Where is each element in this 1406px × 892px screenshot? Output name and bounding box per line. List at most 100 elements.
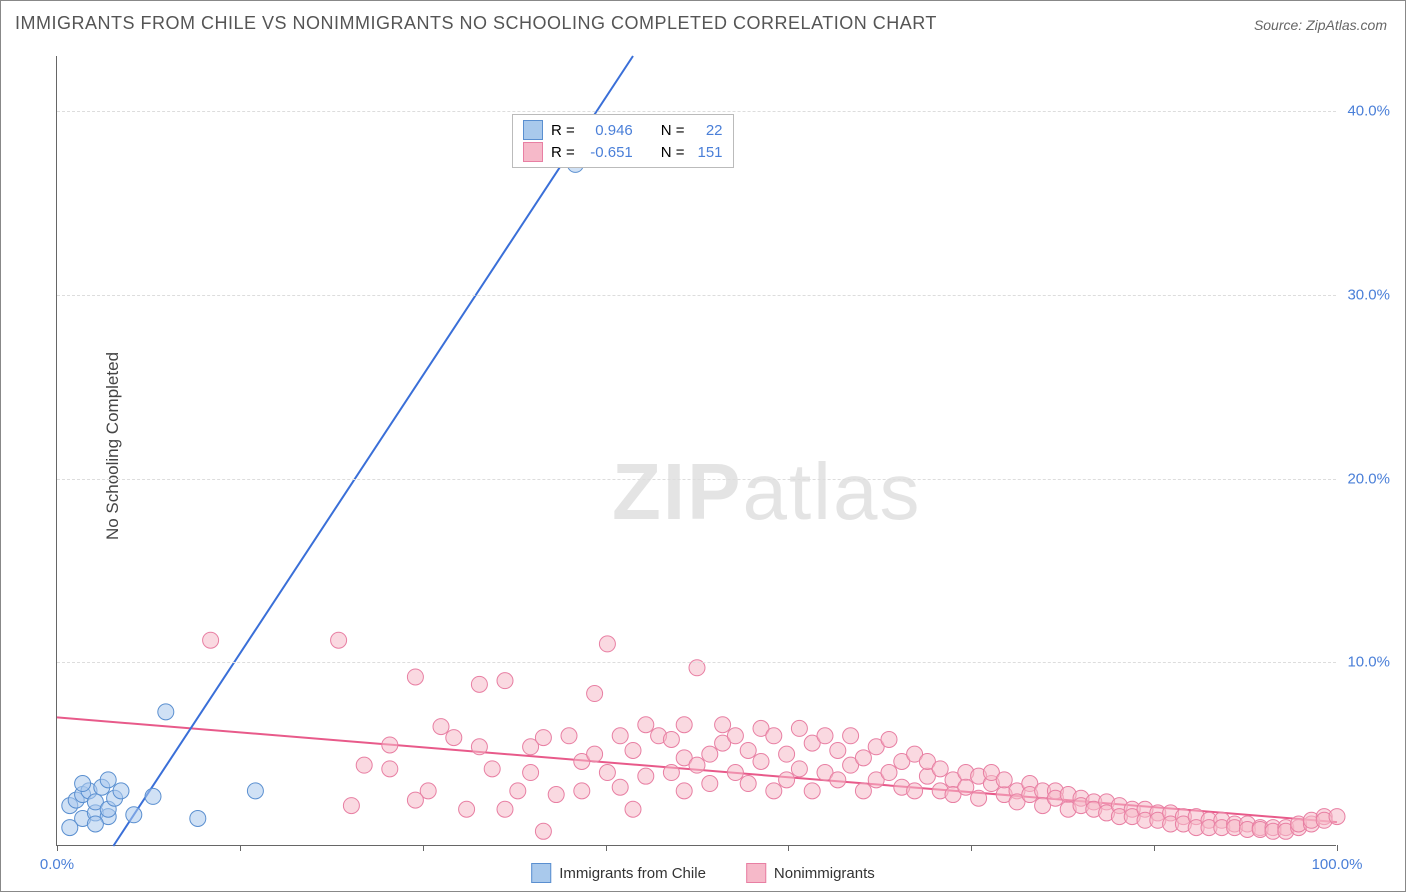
gridline — [57, 479, 1336, 480]
pink-point — [702, 776, 718, 792]
blue-point — [87, 816, 103, 832]
n-value: 151 — [693, 144, 723, 161]
pink-point — [471, 739, 487, 755]
blue-point — [247, 783, 263, 799]
xtick — [1337, 845, 1338, 851]
pink-point — [587, 686, 603, 702]
pink-point — [638, 717, 654, 733]
pink-point — [535, 823, 551, 839]
pink-point — [971, 790, 987, 806]
pink-point — [779, 746, 795, 762]
correlation-legend-row-blue: R = 0.946 N = 22 — [523, 119, 723, 141]
blue-point — [100, 772, 116, 788]
pink-point — [382, 761, 398, 777]
pink-point — [599, 765, 615, 781]
pink-point — [676, 717, 692, 733]
pink-point — [830, 742, 846, 758]
xtick-label: 0.0% — [40, 856, 74, 873]
pink-point — [779, 772, 795, 788]
pink-point — [727, 765, 743, 781]
blue-point — [75, 776, 91, 792]
plot-area: ZIPatlas R = 0.946 N = 22 R = -0.651 N =… — [56, 56, 1336, 846]
pink-point — [587, 746, 603, 762]
r-label: R = — [551, 122, 575, 139]
blue-point — [145, 788, 161, 804]
blue-point — [62, 820, 78, 836]
xtick — [57, 845, 58, 851]
xtick — [240, 845, 241, 851]
pink-point — [791, 720, 807, 736]
pink-point — [523, 765, 539, 781]
legend-label: Immigrants from Chile — [559, 865, 706, 882]
correlation-legend: R = 0.946 N = 22 R = -0.651 N = 151 — [512, 114, 734, 168]
pink-point — [689, 757, 705, 773]
legend-item-pink: Nonimmigrants — [746, 863, 875, 883]
pink-point — [843, 728, 859, 744]
blue-point — [113, 783, 129, 799]
gridline — [57, 111, 1336, 112]
pink-point — [804, 783, 820, 799]
pink-point — [830, 772, 846, 788]
pink-point — [612, 728, 628, 744]
pink-point — [561, 728, 577, 744]
legend-item-blue: Immigrants from Chile — [531, 863, 706, 883]
pink-point — [663, 765, 679, 781]
pink-point — [855, 783, 871, 799]
swatch-icon — [523, 142, 543, 162]
pink-point — [855, 750, 871, 766]
xtick — [1154, 845, 1155, 851]
correlation-legend-row-pink: R = -0.651 N = 151 — [523, 141, 723, 163]
swatch-icon — [523, 120, 543, 140]
chart-container: IMMIGRANTS FROM CHILE VS NONIMMIGRANTS N… — [0, 0, 1406, 892]
pink-point — [382, 737, 398, 753]
pink-point — [727, 728, 743, 744]
xtick-label: 100.0% — [1312, 856, 1363, 873]
pink-point — [471, 676, 487, 692]
pink-point — [996, 772, 1012, 788]
ytick-label: 10.0% — [1347, 654, 1390, 671]
pink-point — [625, 801, 641, 817]
pink-point — [484, 761, 500, 777]
pink-point — [625, 742, 641, 758]
n-label: N = — [661, 144, 685, 161]
pink-point — [881, 765, 897, 781]
pink-point — [766, 783, 782, 799]
pink-point — [446, 730, 462, 746]
pink-point — [676, 783, 692, 799]
ytick-label: 40.0% — [1347, 103, 1390, 120]
pink-point — [407, 669, 423, 685]
swatch-icon — [746, 863, 766, 883]
n-value: 22 — [693, 122, 723, 139]
pink-point — [958, 779, 974, 795]
pink-point — [459, 801, 475, 817]
pink-point — [343, 798, 359, 814]
pink-point — [407, 792, 423, 808]
xtick — [788, 845, 789, 851]
pink-point — [702, 746, 718, 762]
blue-point — [158, 704, 174, 720]
legend-label: Nonimmigrants — [774, 865, 875, 882]
pink-point — [766, 728, 782, 744]
blue-trendline — [113, 56, 633, 846]
ytick-label: 30.0% — [1347, 286, 1390, 303]
xtick — [971, 845, 972, 851]
pink-point — [663, 731, 679, 747]
gridline — [57, 662, 1336, 663]
swatch-icon — [531, 863, 551, 883]
pink-point — [932, 761, 948, 777]
pink-point — [638, 768, 654, 784]
pink-point — [881, 731, 897, 747]
blue-point — [190, 810, 206, 826]
pink-point — [535, 730, 551, 746]
r-value: -0.651 — [583, 144, 633, 161]
gridline — [57, 295, 1336, 296]
pink-point — [740, 742, 756, 758]
pink-point — [548, 787, 564, 803]
pink-point — [753, 753, 769, 769]
pink-point — [433, 719, 449, 735]
ytick-label: 20.0% — [1347, 470, 1390, 487]
r-value: 0.946 — [583, 122, 633, 139]
series-legend: Immigrants from Chile Nonimmigrants — [531, 863, 875, 883]
pink-point — [817, 728, 833, 744]
xtick — [606, 845, 607, 851]
